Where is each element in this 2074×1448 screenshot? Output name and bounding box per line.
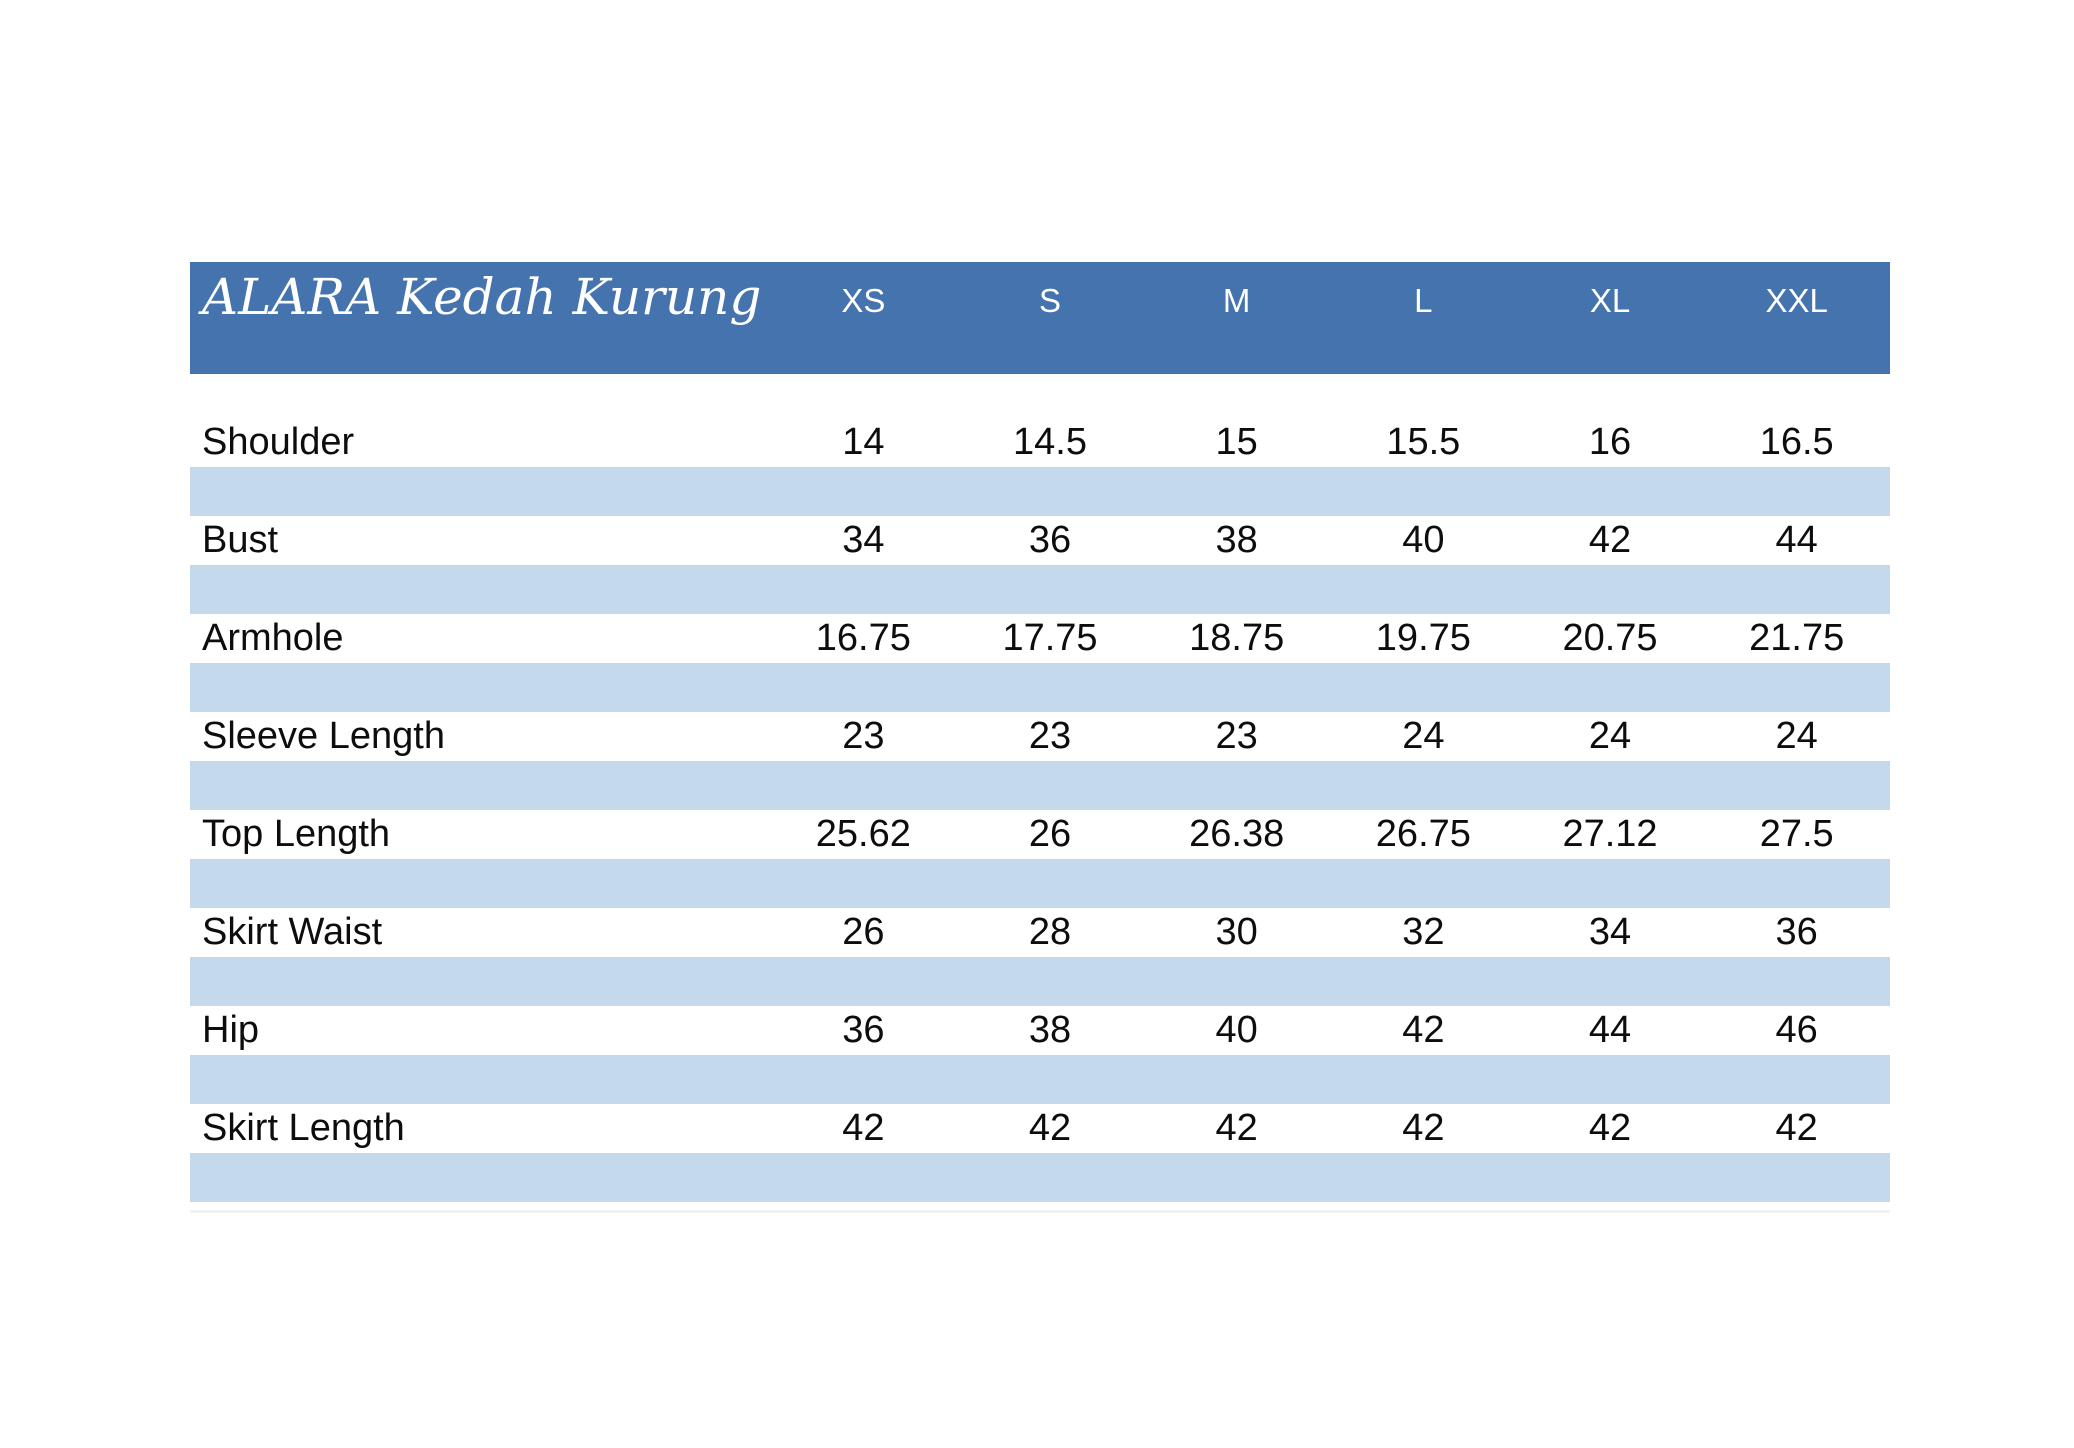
- separator-band: [190, 565, 1890, 614]
- separator-band: [190, 957, 1890, 1006]
- cell-value: 38: [1028, 1009, 1072, 1051]
- cell-value: 16.5: [1759, 421, 1834, 463]
- cell-value: 46: [1775, 1009, 1818, 1051]
- cell-value: 26: [1028, 813, 1072, 855]
- row-label: Hip: [202, 1009, 260, 1051]
- cell-value: 34: [1588, 911, 1632, 953]
- cell-value: 27.12: [1562, 813, 1658, 855]
- cell-value: 24: [1775, 715, 1818, 757]
- table-row-hip: Hip 36 38 40 42 44 46: [190, 1006, 1890, 1055]
- column-header-xl: XL: [1589, 282, 1631, 319]
- cell-value: 38: [1215, 519, 1258, 561]
- cell-value: 28: [1028, 911, 1072, 953]
- column-header-l: L: [1414, 282, 1433, 319]
- row-label: Shoulder: [202, 421, 355, 463]
- header-spacer: [190, 374, 1890, 418]
- row-label: Skirt Waist: [202, 911, 383, 953]
- column-header-s: S: [1039, 282, 1062, 319]
- cell-value: 17.75: [1002, 617, 1098, 659]
- cell-value: 42: [1402, 1107, 1445, 1149]
- cell-value: 42: [1402, 1009, 1445, 1051]
- cell-value: 24: [1588, 715, 1632, 757]
- table-header-row: ALARA Kedah Kurung XS S M L XL XXL: [190, 262, 1890, 374]
- cell-value: 23: [1215, 715, 1258, 757]
- cell-value: 42: [1028, 1107, 1072, 1149]
- separator-band: [190, 663, 1890, 712]
- row-label: Armhole: [202, 617, 344, 659]
- row-label: Bust: [202, 519, 279, 561]
- row-label: Top Length: [202, 813, 391, 855]
- cell-value: 18.75: [1189, 617, 1285, 659]
- table-row-shoulder: Shoulder 14 14.5 15 15.5 16 16.5: [190, 418, 1890, 467]
- cell-value: 40: [1215, 1009, 1258, 1051]
- cell-value: 30: [1215, 911, 1258, 953]
- table-row-skirt-waist: Skirt Waist 26 28 30 32 34 36: [190, 908, 1890, 957]
- cell-value: 23: [1028, 715, 1072, 757]
- cell-value: 24: [1402, 715, 1445, 757]
- cell-value: 32: [1402, 911, 1445, 953]
- cell-value: 44: [1775, 519, 1818, 561]
- cell-value: 26.38: [1189, 813, 1285, 855]
- separator-band: [190, 761, 1890, 810]
- cell-value: 36: [1028, 519, 1072, 561]
- cell-value: 26.75: [1375, 813, 1471, 855]
- table-bottom-border: [190, 1210, 1890, 1213]
- table-row-skirt-length: Skirt Length 42 42 42 42 42 42: [190, 1104, 1890, 1153]
- cell-value: 25.62: [815, 813, 911, 855]
- size-chart-table: ALARA Kedah Kurung XS S M L XL XXL Shoul…: [190, 262, 1890, 1213]
- cell-value: 40: [1402, 519, 1445, 561]
- table-title: ALARA Kedah Kurung: [202, 268, 762, 326]
- cell-value: 21.75: [1749, 617, 1845, 659]
- separator-band: [190, 467, 1890, 516]
- cell-value: 15.5: [1386, 421, 1461, 463]
- cell-value: 42: [1775, 1107, 1818, 1149]
- cell-value: 27.5: [1759, 813, 1834, 855]
- column-header-xs: XS: [841, 282, 886, 319]
- cell-value: 15: [1215, 421, 1258, 463]
- cell-value: 42: [842, 1107, 885, 1149]
- cell-value: 34: [842, 519, 885, 561]
- column-header-m: M: [1222, 282, 1251, 319]
- table-row-sleeve-length: Sleeve Length 23 23 23 24 24 24: [190, 712, 1890, 761]
- cell-value: 42: [1215, 1107, 1258, 1149]
- separator-band: [190, 1055, 1890, 1104]
- cell-value: 20.75: [1562, 617, 1658, 659]
- cell-value: 44: [1588, 1009, 1632, 1051]
- separator-band: [190, 1153, 1890, 1202]
- separator-band: [190, 859, 1890, 908]
- cell-value: 42: [1588, 519, 1632, 561]
- cell-value: 19.75: [1375, 617, 1471, 659]
- row-label: Skirt Length: [202, 1107, 405, 1149]
- row-label: Sleeve Length: [202, 715, 445, 757]
- cell-value: 42: [1588, 1107, 1632, 1149]
- table-row-armhole: Armhole 16.75 17.75 18.75 19.75 20.75 21…: [190, 614, 1890, 663]
- table-row-bust: Bust 34 36 38 40 42 44: [190, 516, 1890, 565]
- cell-value: 23: [842, 715, 885, 757]
- cell-value: 36: [1775, 911, 1818, 953]
- cell-value: 16: [1588, 421, 1632, 463]
- cell-value: 26: [842, 911, 885, 953]
- column-header-xxl: XXL: [1765, 282, 1828, 319]
- cell-value: 16.75: [815, 617, 911, 659]
- table-row-top-length: Top Length 25.62 26 26.38 26.75 27.12 27…: [190, 810, 1890, 859]
- cell-value: 36: [842, 1009, 885, 1051]
- cell-value: 14: [842, 421, 885, 463]
- cell-value: 14.5: [1013, 421, 1087, 463]
